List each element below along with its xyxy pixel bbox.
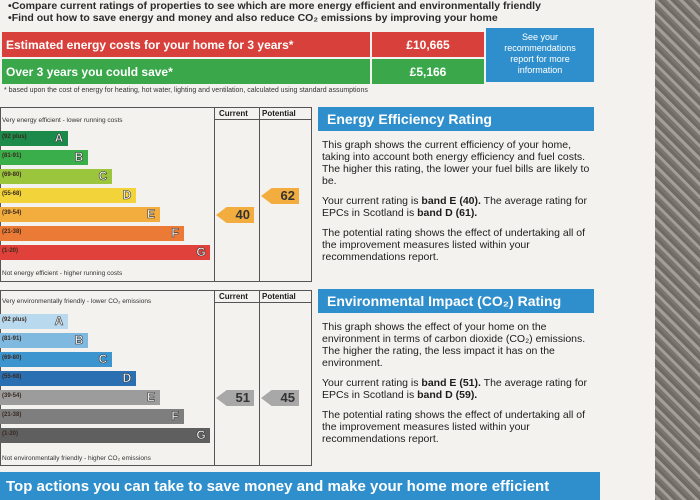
estimated-costs-value: £10,665 bbox=[372, 32, 484, 57]
rating-band-b: (81-91) B bbox=[0, 333, 88, 348]
graph-bottom-caption: Not environmentally friendly - higher CO… bbox=[2, 455, 151, 462]
rating-band-a: (92 plus) A bbox=[0, 131, 68, 146]
potential-rating-marker: 62 bbox=[261, 188, 299, 204]
energy-efficiency-description: This graph shows the current efficiency … bbox=[322, 139, 590, 187]
graph-header-rule bbox=[214, 119, 312, 120]
savings-label: Over 3 years you could save* bbox=[2, 59, 370, 84]
rating-band-range: (39-54) bbox=[2, 210, 22, 216]
potential-column-header: Potential bbox=[262, 109, 296, 118]
rating-band-range: (55-68) bbox=[2, 374, 22, 380]
rating-band-range: (69-80) bbox=[2, 355, 22, 361]
epc-document: Compare current ratings of properties to… bbox=[0, 0, 655, 500]
graph-divider bbox=[214, 107, 215, 282]
rating-band-range: (39-54) bbox=[2, 393, 22, 399]
see-recommendations-box: See your recommendations report for more… bbox=[486, 28, 594, 82]
rating-band-letter: F bbox=[171, 226, 179, 241]
energy-efficiency-heading: Energy Efficiency Rating bbox=[318, 107, 594, 131]
rating-band-letter: B bbox=[74, 333, 84, 348]
rating-band-range: (21-38) bbox=[2, 229, 22, 235]
current-rating-marker: 40 bbox=[216, 207, 254, 223]
intro-bullets: Compare current ratings of properties to… bbox=[8, 0, 541, 24]
cost-basis-note: * based upon the cost of energy for heat… bbox=[4, 87, 368, 94]
graph-bottom-caption: Not energy efficient - higher running co… bbox=[2, 270, 123, 277]
rating-band-c: (69-80) C bbox=[0, 352, 112, 367]
intro-bullet-1: Compare current ratings of properties to… bbox=[8, 0, 541, 12]
rating-band-range: (81-91) bbox=[2, 336, 22, 342]
energy-efficiency-panel: Energy Efficiency Rating This graph show… bbox=[318, 107, 594, 263]
rating-band-letter: A bbox=[54, 314, 64, 329]
rating-band-letter: G bbox=[196, 428, 206, 443]
rating-band-f: (21-38) F bbox=[0, 226, 184, 241]
rating-band-range: (1-20) bbox=[2, 248, 19, 254]
savings-value: £5,166 bbox=[372, 59, 484, 84]
graph-header-rule bbox=[214, 302, 312, 303]
current-rating-marker: 51 bbox=[216, 390, 254, 406]
rating-band-g: (1-20) G bbox=[0, 245, 210, 260]
graph-divider bbox=[259, 107, 260, 282]
rating-band-range: (92 plus) bbox=[2, 317, 27, 323]
environmental-impact-graph: Current Potential Very environmentally f… bbox=[0, 290, 312, 466]
rating-band-range: (21-38) bbox=[2, 412, 22, 418]
rating-band-range: (92 plus) bbox=[2, 134, 27, 140]
rating-band-letter: B bbox=[74, 150, 84, 165]
environmental-impact-current-rating: Your current rating is band E (51). The … bbox=[322, 377, 587, 401]
rating-band-letter: D bbox=[122, 371, 132, 386]
top-actions-heading: Top actions you can take to save money a… bbox=[0, 472, 600, 500]
graph-top-caption: Very environmentally friendly - lower CO… bbox=[2, 298, 152, 305]
rating-band-letter: A bbox=[54, 131, 64, 146]
environmental-impact-potential-note: The potential rating shows the effect of… bbox=[322, 409, 586, 445]
rating-band-letter: E bbox=[146, 207, 156, 222]
graph-divider bbox=[259, 290, 260, 466]
graph-top-caption: Very energy efficient - lower running co… bbox=[2, 117, 123, 124]
rating-band-letter: G bbox=[196, 245, 206, 260]
rating-band-letter: F bbox=[171, 409, 179, 424]
potential-rating-marker: 45 bbox=[261, 390, 299, 406]
rating-band-a: (92 plus) A bbox=[0, 314, 68, 329]
rating-band-range: (1-20) bbox=[2, 431, 19, 437]
potential-column-header: Potential bbox=[262, 292, 296, 301]
environmental-impact-panel: Environmental Impact (CO₂) Rating This g… bbox=[318, 289, 594, 445]
graph-divider bbox=[214, 290, 215, 466]
rating-band-f: (21-38) F bbox=[0, 409, 184, 424]
environmental-impact-heading: Environmental Impact (CO₂) Rating bbox=[318, 289, 594, 313]
energy-efficiency-current-rating: Your current rating is band E (40). The … bbox=[322, 195, 587, 219]
rating-band-letter: E bbox=[146, 390, 156, 405]
current-column-header: Current bbox=[219, 292, 248, 301]
intro-bullet-2: Find out how to save energy and money an… bbox=[8, 12, 541, 24]
current-column-header: Current bbox=[219, 109, 248, 118]
rating-band-c: (69-80) C bbox=[0, 169, 112, 184]
rating-band-range: (81-91) bbox=[2, 153, 22, 159]
rating-band-range: (55-68) bbox=[2, 191, 22, 197]
rating-band-e: (39-54) E bbox=[0, 207, 160, 222]
rating-band-e: (39-54) E bbox=[0, 390, 160, 405]
rating-band-letter: D bbox=[122, 188, 132, 203]
rating-band-letter: C bbox=[98, 169, 108, 184]
rating-band-d: (55-68) D bbox=[0, 188, 136, 203]
rating-band-letter: C bbox=[98, 352, 108, 367]
rating-band-d: (55-68) D bbox=[0, 371, 136, 386]
environmental-impact-description: This graph shows the effect of your home… bbox=[322, 321, 586, 369]
rating-band-range: (69-80) bbox=[2, 172, 22, 178]
energy-efficiency-potential-note: The potential rating shows the effect of… bbox=[322, 227, 586, 263]
rating-band-g: (1-20) G bbox=[0, 428, 210, 443]
estimated-costs-label: Estimated energy costs for your home for… bbox=[2, 32, 370, 57]
rating-band-b: (81-91) B bbox=[0, 150, 88, 165]
energy-efficiency-graph: Current Potential Very energy efficient … bbox=[0, 107, 312, 282]
